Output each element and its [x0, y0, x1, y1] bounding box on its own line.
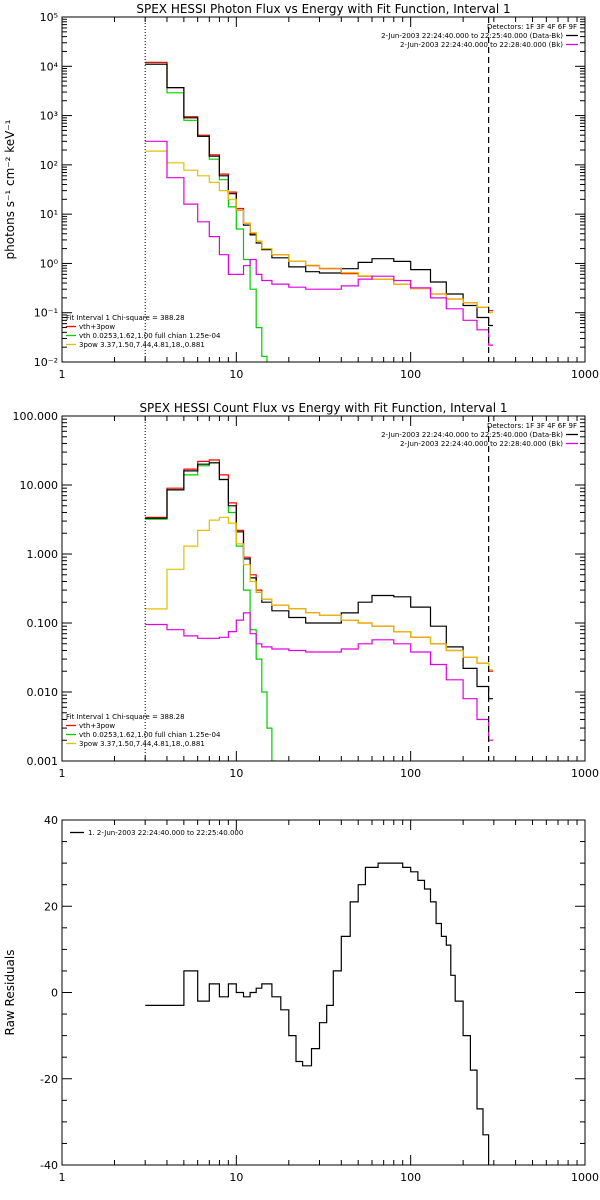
legend-entry-text: 2-Jun-2003 22:24:40.000 to 22:28:40.000 …	[400, 440, 563, 448]
series-line-3	[145, 63, 493, 327]
y-tick-label: 10⁻²	[34, 356, 58, 369]
series-line-3	[145, 462, 493, 700]
x-tick-label: 1	[59, 1171, 66, 1184]
x-tick-label: 10	[229, 767, 243, 780]
series-group	[145, 61, 493, 362]
fit-legend-text: vth+3pow	[79, 323, 115, 331]
fit-legend-text: vth 0.0253,1.62,1.00 full chian 1.25e-04	[79, 332, 221, 340]
x-tick-label: 10	[229, 1171, 243, 1184]
y-axis-label: Raw Residuals	[3, 950, 17, 1036]
x-tick-label: 1000	[571, 1171, 599, 1184]
legend-entry-text: 2-Jun-2003 22:24:40.000 to 22:25:40.000 …	[381, 32, 563, 40]
series-line-1	[145, 63, 268, 362]
fit-legend-text: vth 0.0253,1.62,1.00 full chian 1.25e-04	[79, 731, 221, 739]
chart-title: SPEX HESSI Photon Flux vs Energy with Fi…	[136, 2, 510, 16]
y-tick-label: 10¹	[40, 208, 58, 221]
y-tick-label: -40	[40, 1159, 58, 1172]
x-tick-label: 100	[400, 1171, 421, 1184]
chart-panel-1: 1 10 100 1000 10⁻² 10⁻¹ 10⁰ 10¹ 10² 10³ 10⁴ 10⁵ SPEX…	[3, 2, 599, 381]
series-line-4	[145, 150, 493, 314]
fit-info: Fit Interval 1 Chi-square = 388.28	[66, 314, 185, 322]
fit-legend-text: 3pow 3.37,1.50,7.44,4.81,18.,0.881	[79, 740, 205, 748]
series-group	[145, 862, 490, 1165]
plot-frame	[61, 415, 586, 762]
fit-info: Fit Interval 1 Chi-square = 388.28	[66, 713, 185, 721]
y-tick-label: 0.010	[27, 686, 59, 699]
x-tick-label: 10	[229, 368, 243, 381]
series-line-2	[145, 459, 493, 672]
x-tick-label: 1	[59, 767, 66, 780]
y-tick-label: 0	[51, 987, 58, 1000]
y-tick-label: 10⁻¹	[34, 307, 58, 320]
y-tick-label: 20	[44, 900, 58, 913]
y-tick-label: 10⁵	[40, 11, 58, 24]
fit-legend-text: vth+3pow	[79, 722, 115, 730]
plot-frame	[61, 16, 586, 363]
series-line-4	[145, 516, 493, 671]
x-tick-label: 1	[59, 368, 66, 381]
x-tick-label: 1000	[571, 767, 599, 780]
y-tick-label: 40	[44, 814, 58, 827]
x-tick-label: 100	[400, 368, 421, 381]
y-tick-label: 1.000	[27, 548, 59, 561]
y-axis-label: photons s⁻¹ cm⁻² keV⁻¹	[3, 119, 17, 259]
detectors-label: Detectors: 1F 3F 4F 6F 9F	[487, 422, 577, 430]
fit-legend-text: 3pow 3.37,1.50,7.44,4.81,18.,0.881	[79, 341, 205, 349]
chart-panel-2: 1 10 100 1000 0.001 0.010 0.100 1.000 10.000 100.…	[13, 401, 600, 780]
x-tick-label: 1000	[571, 368, 599, 381]
y-tick-label: -20	[40, 1073, 58, 1086]
y-tick-label: 0.001	[27, 755, 59, 768]
series-line-1	[145, 862, 490, 1165]
y-tick-label: 0.100	[27, 617, 59, 630]
legend-entry-text: 2-Jun-2003 22:24:40.000 to 22:25:40.000 …	[381, 431, 563, 439]
y-tick-label: 10²	[40, 159, 58, 172]
series-line-5	[145, 140, 493, 346]
legend-entry-text: 1. 2-Jun-2003 22:24:40.000 to 22:25:40.0…	[88, 829, 243, 837]
y-tick-label: 10³	[40, 110, 58, 123]
plot-frame	[61, 819, 586, 1166]
chart-panel-3: 1 10 100 1000 -40 -20 0 20 40 Raw Residuals 1. 2-J…	[3, 814, 599, 1184]
y-tick-label: 10⁰	[40, 257, 59, 270]
y-tick-label: 100.000	[13, 410, 59, 423]
legend-entry-text: 2-Jun-2003 22:24:40.000 to 22:28:40.000 …	[400, 41, 563, 49]
y-tick-label: 10.000	[20, 479, 59, 492]
series-line-5	[145, 612, 493, 741]
chart-title: SPEX HESSI Count Flux vs Energy with Fit…	[139, 401, 507, 415]
x-tick-label: 100	[400, 767, 421, 780]
series-group	[145, 459, 493, 761]
detectors-label: Detectors: 1F 3F 4F 6F 9F	[487, 23, 577, 31]
y-tick-label: 10⁴	[40, 60, 59, 73]
